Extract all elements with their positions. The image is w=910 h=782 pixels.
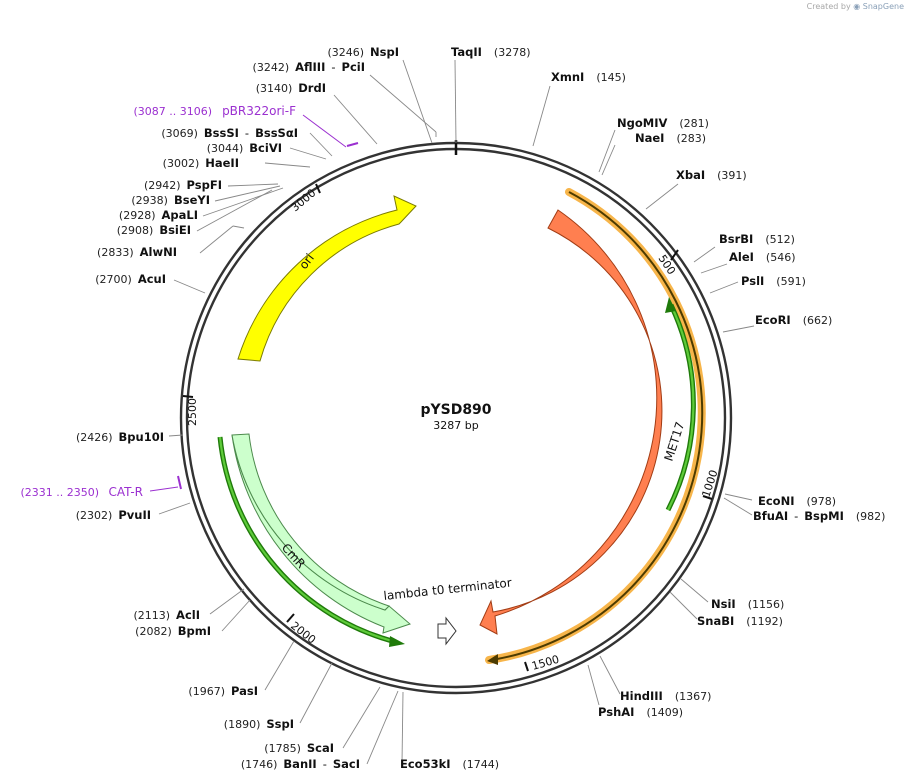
primer-pos: (3087 .. 3106)	[133, 105, 212, 118]
site-bsiei: (2908) BsiEI	[117, 223, 191, 237]
snapgene-brand: Created by ◉ SnapGene	[807, 2, 904, 11]
brand-app-name: SnapGene	[862, 2, 904, 11]
site-eco53ki: Eco53kI (1744)	[400, 757, 499, 771]
site-pspfi: (2942) PspFI	[144, 178, 222, 192]
site-afliii-pcii: (3242) AflIII - PciI	[253, 60, 365, 74]
site-psli: PslI (591)	[741, 274, 806, 288]
plasmid-name: pYSD890	[420, 402, 491, 418]
site-labels: (3246) NspI (3242) AflIII - PciI (3140) DrdI …	[76, 45, 886, 771]
site-ecori: EcoRI (662)	[755, 313, 832, 327]
primer-name: CAT-R	[108, 485, 143, 499]
plasmid-size: 3287 bp	[433, 419, 478, 432]
site-pasi: (1967) PasI	[188, 684, 258, 698]
site-apali: (2928) ApaLI	[119, 208, 198, 222]
site-haeii: (3002) HaeII	[163, 156, 239, 170]
site-alwni: (2833) AlwNI	[97, 245, 177, 259]
tick-label-2500: 2500	[186, 398, 199, 426]
site-sspi: (1890) SspI	[224, 717, 294, 731]
site-bsrbi: BsrBI (512)	[719, 232, 795, 246]
site-pshai: PshAI (1409)	[598, 705, 683, 719]
site-bsssi-bsssai: (3069) BssSI - BssSαI	[161, 126, 298, 140]
primer-pos: (2331 .. 2350)	[20, 486, 99, 499]
site-bpmi: (2082) BpmI	[135, 624, 211, 638]
site-bseyi: (2938) BseYI	[131, 193, 210, 207]
met17-orf-arrowhead	[665, 297, 676, 313]
site-snabi: SnaBI (1192)	[697, 614, 783, 628]
snapgene-logo-icon: ◉	[853, 2, 861, 11]
feature-label-terminator: lambda t0 terminator	[383, 576, 513, 603]
primer-pbr322ori-f: (3087 .. 3106) pBR322ori-F	[133, 104, 359, 148]
feature-cmr	[231, 434, 411, 634]
site-scai: (1785) ScaI	[264, 741, 334, 755]
primer-name: pBR322ori-F	[222, 104, 296, 118]
site-bpu10i: (2426) Bpu10I	[76, 430, 164, 444]
site-ngomiv: NgoMIV (281)	[617, 116, 709, 130]
site-econi: EcoNI (978)	[758, 494, 836, 508]
site-naei: NaeI (283)	[635, 131, 706, 145]
met17-highlight-arrowhead	[487, 654, 498, 665]
site-acli: (2113) AclI	[133, 608, 200, 622]
tick-label-1500: 1500	[530, 653, 560, 673]
site-alei: AleI (546)	[729, 250, 796, 264]
site-bcivi: (3044) BciVI	[207, 141, 282, 155]
backbone-outer	[179, 141, 733, 695]
feature-ori	[237, 195, 417, 362]
site-nsii: NsiI (1156)	[711, 597, 784, 611]
site-leader-lines	[158, 59, 755, 765]
primer-cat-r: (2331 .. 2350) CAT-R	[20, 475, 182, 499]
backbone-inner	[185, 147, 727, 689]
site-xmni: XmnI (145)	[551, 70, 626, 84]
site-banii-saci: (1746) BanII - SacI	[241, 757, 360, 771]
feature-terminator	[437, 616, 457, 646]
site-pvuii: (2302) PvuII	[76, 508, 151, 522]
site-drdi: (3140) DrdI	[256, 81, 326, 95]
cmr-orf-arrowhead	[389, 636, 405, 647]
met17-highlight-arrow-line	[496, 191, 704, 660]
site-hindiii: HindIII (1367)	[620, 689, 711, 703]
brand-created-by: Created by	[806, 2, 851, 11]
site-nspi: (3246) NspI	[327, 45, 399, 59]
feature-label-met17: MET17	[662, 420, 688, 463]
feature-met17	[479, 209, 663, 635]
site-acui: (2700) AcuI	[95, 272, 166, 286]
site-taqii: TaqII (3278)	[451, 45, 531, 59]
site-xbai: XbaI (391)	[676, 168, 747, 182]
site-bfuai-bspmi: BfuAI - BspMI (982)	[753, 509, 885, 523]
